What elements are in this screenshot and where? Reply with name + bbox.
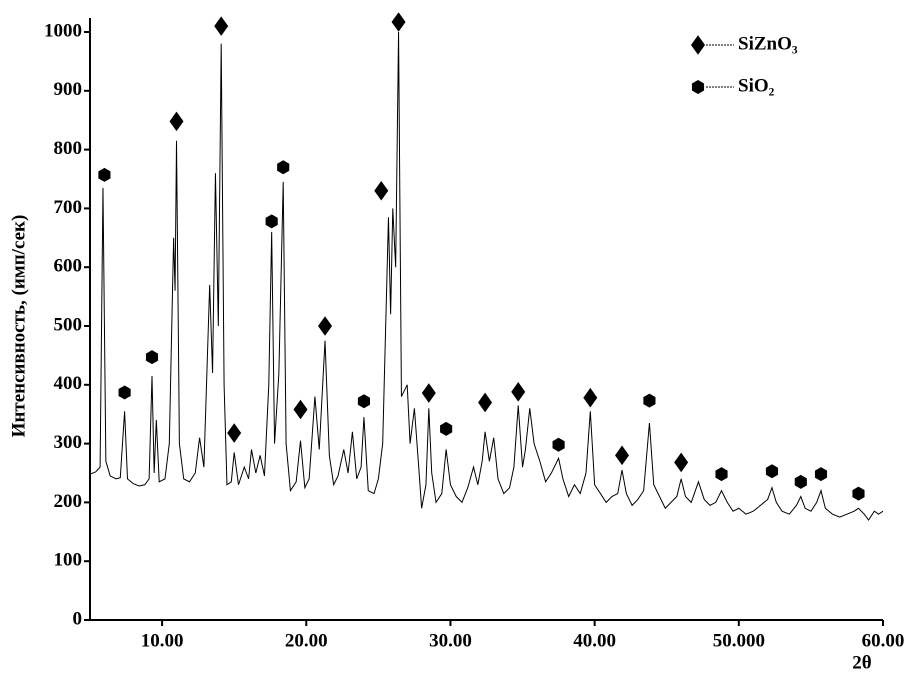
peak-marker bbox=[391, 12, 406, 32]
peak-marker bbox=[615, 445, 630, 466]
peak-marker bbox=[214, 16, 229, 36]
peak-marker bbox=[643, 393, 656, 408]
y-tick-label: 500 bbox=[54, 314, 83, 335]
peak-marker bbox=[552, 437, 565, 452]
peak-marker bbox=[265, 214, 278, 229]
y-tick-label: 700 bbox=[54, 197, 83, 218]
peak-marker bbox=[357, 394, 371, 409]
peak-marker bbox=[583, 387, 598, 408]
peak-marker bbox=[318, 316, 333, 336]
peak-marker bbox=[227, 423, 242, 443]
peak-marker bbox=[440, 421, 453, 436]
y-tick-label: 1000 bbox=[44, 20, 82, 41]
y-tick-label: 600 bbox=[54, 256, 83, 277]
legend-label: SiZnO₃ bbox=[738, 33, 798, 54]
x-tick-label: 40.00 bbox=[573, 630, 616, 651]
peak-marker bbox=[145, 350, 159, 365]
peak-marker bbox=[118, 385, 131, 400]
y-tick-label: 100 bbox=[54, 550, 83, 571]
peak-marker bbox=[765, 464, 779, 479]
y-tick-label: 400 bbox=[54, 373, 83, 394]
y-tick-label: 900 bbox=[54, 79, 83, 100]
y-axis-label: Интенсивность, (имп/сек) bbox=[8, 215, 29, 438]
peak-marker bbox=[674, 452, 689, 473]
peak-marker bbox=[814, 467, 828, 482]
peak-marker bbox=[421, 383, 436, 403]
legend-marker bbox=[691, 35, 705, 55]
y-tick-label: 0 bbox=[73, 608, 83, 629]
peak-marker bbox=[374, 180, 389, 201]
peak-marker bbox=[98, 167, 111, 182]
peak-marker bbox=[715, 467, 728, 482]
peak-marker bbox=[794, 474, 807, 489]
x-tick-label: 30.00 bbox=[429, 630, 472, 651]
peak-marker bbox=[169, 111, 184, 132]
x-axis-label: 2θ bbox=[852, 652, 872, 673]
peak-marker bbox=[852, 486, 865, 501]
peak-marker bbox=[277, 160, 290, 175]
xrd-line bbox=[89, 31, 884, 521]
x-tick-label: 50.000 bbox=[713, 630, 765, 651]
y-tick-label: 200 bbox=[54, 491, 83, 512]
legend-label: SiO₂ bbox=[738, 75, 775, 96]
x-tick-label: 10.00 bbox=[141, 630, 184, 651]
peak-marker bbox=[293, 399, 308, 420]
y-tick-label: 300 bbox=[54, 432, 83, 453]
legend-marker bbox=[691, 80, 705, 94]
x-tick-label: 20.00 bbox=[285, 630, 328, 651]
y-tick-label: 800 bbox=[54, 138, 83, 159]
peak-marker bbox=[511, 382, 526, 402]
peak-marker bbox=[478, 392, 493, 413]
x-tick-label: 60.00 bbox=[862, 630, 905, 651]
